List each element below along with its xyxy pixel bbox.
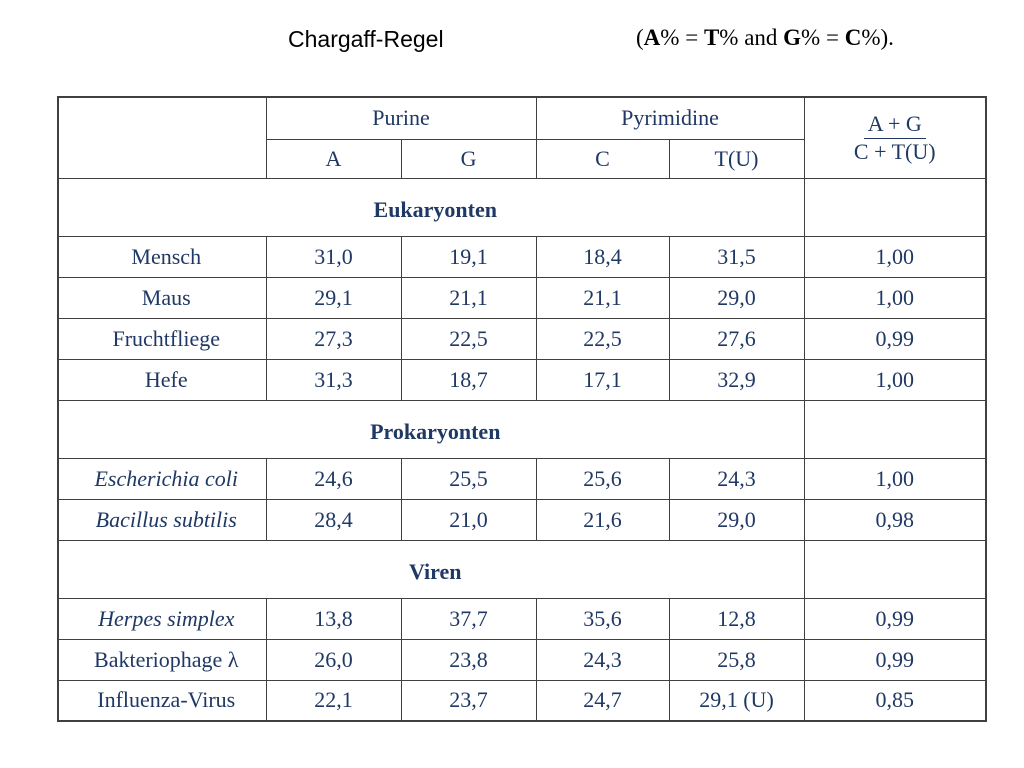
header-pyrimidine: Pyrimidine bbox=[535, 96, 805, 140]
formula-segment: % = bbox=[660, 25, 704, 50]
formula-base-letter: T bbox=[703, 25, 720, 50]
corner-cell bbox=[57, 96, 267, 179]
section-row: Viren bbox=[57, 539, 987, 599]
base-percent-value: 26,0 bbox=[265, 638, 402, 681]
base-percent-value: 29,1 bbox=[265, 276, 402, 319]
organism-name: Bakteriophage λ bbox=[57, 638, 267, 681]
organism-name: Hefe bbox=[57, 358, 267, 401]
base-percent-value: 19,1 bbox=[400, 235, 537, 278]
section-row: Prokaryonten bbox=[57, 399, 987, 459]
ratio-value: 0,99 bbox=[803, 638, 987, 681]
base-percent-value: 29,0 bbox=[668, 498, 805, 541]
section-ratio-empty-cell bbox=[803, 399, 987, 459]
base-percent-value: 22,1 bbox=[265, 679, 402, 722]
table-row: Hefe 31,3 18,7 17,1 32,9 1,00 bbox=[57, 358, 987, 401]
ratio-value: 1,00 bbox=[803, 358, 987, 401]
base-percent-value: 25,8 bbox=[668, 638, 805, 681]
section-label: Eukaryonten bbox=[57, 177, 805, 237]
formula-segment: % and bbox=[719, 25, 784, 50]
table-body: Eukaryonten Mensch 31,0 19,1 18,4 31,5 1,00 Mau… bbox=[57, 177, 987, 722]
organism-name: Mensch bbox=[57, 235, 267, 278]
organism-name: Maus bbox=[57, 276, 267, 319]
table-row: Bacillus subtilis 28,4 21,0 21,6 29,0 0,98 bbox=[57, 498, 987, 541]
header-purine: Purine bbox=[265, 96, 537, 140]
base-percent-value: 23,8 bbox=[400, 638, 537, 681]
base-percent-value: 24,3 bbox=[668, 457, 805, 500]
ratio-denominator: C + T(U) bbox=[853, 138, 936, 164]
ratio-value: 1,00 bbox=[803, 457, 987, 500]
chargaff-formula: (A% = T% and G% = C%). bbox=[636, 25, 894, 51]
base-percent-value: 31,5 bbox=[668, 235, 805, 278]
ratio-value: 0,99 bbox=[803, 597, 987, 640]
table-row: Bakteriophage λ 26,0 23,8 24,3 25,8 0,99 bbox=[57, 638, 987, 681]
organism-name: Fruchtfliege bbox=[57, 317, 267, 360]
table-row: Escherichia coli 24,6 25,5 25,6 24,3 1,00 bbox=[57, 457, 987, 500]
base-percent-value: 23,7 bbox=[400, 679, 537, 722]
base-percent-value: 13,8 bbox=[265, 597, 402, 640]
formula-base-letter: G bbox=[783, 25, 802, 50]
table-container: Purine Pyrimidine A + G C + T(U) A G C T… bbox=[57, 96, 988, 722]
base-percent-value: 21,0 bbox=[400, 498, 537, 541]
section-label: Viren bbox=[57, 539, 805, 599]
base-percent-value: 21,1 bbox=[535, 276, 670, 319]
header-col-a: A bbox=[265, 138, 402, 179]
formula-segment: % = bbox=[801, 25, 845, 50]
base-percent-value: 24,7 bbox=[535, 679, 670, 722]
ratio-value: 1,00 bbox=[803, 276, 987, 319]
chargaff-table: Purine Pyrimidine A + G C + T(U) A G C T… bbox=[57, 96, 988, 722]
base-percent-value: 29,0 bbox=[668, 276, 805, 319]
header-col-t: T(U) bbox=[668, 138, 805, 179]
header-group-row: Purine Pyrimidine A + G C + T(U) bbox=[57, 96, 987, 179]
header-ratio: A + G C + T(U) bbox=[803, 96, 987, 179]
organism-name: Bacillus subtilis bbox=[57, 498, 267, 541]
base-percent-value: 24,6 bbox=[265, 457, 402, 500]
base-percent-value: 17,1 bbox=[535, 358, 670, 401]
base-percent-value: 29,1 (U) bbox=[668, 679, 805, 722]
organism-name: Influenza-Virus bbox=[57, 679, 267, 722]
base-percent-value: 32,9 bbox=[668, 358, 805, 401]
ratio-value: 1,00 bbox=[803, 235, 987, 278]
ratio-numerator: A + G bbox=[863, 111, 926, 139]
base-percent-value: 25,6 bbox=[535, 457, 670, 500]
base-percent-value: 25,5 bbox=[400, 457, 537, 500]
ratio-value: 0,85 bbox=[803, 679, 987, 722]
formula-base-letter: C bbox=[844, 25, 862, 50]
section-ratio-empty-cell bbox=[803, 539, 987, 599]
table-row: Fruchtfliege 27,3 22,5 22,5 27,6 0,99 bbox=[57, 317, 987, 360]
table-row: Influenza-Virus 22,1 23,7 24,7 29,1 (U) 0,85 bbox=[57, 679, 987, 722]
section-ratio-empty-cell bbox=[803, 177, 987, 237]
header-col-g: G bbox=[400, 138, 537, 179]
base-percent-value: 22,5 bbox=[535, 317, 670, 360]
base-percent-value: 35,6 bbox=[535, 597, 670, 640]
base-percent-value: 27,3 bbox=[265, 317, 402, 360]
ratio-value: 0,98 bbox=[803, 498, 987, 541]
base-percent-value: 22,5 bbox=[400, 317, 537, 360]
base-percent-value: 18,4 bbox=[535, 235, 670, 278]
base-percent-value: 31,3 bbox=[265, 358, 402, 401]
section-label: Prokaryonten bbox=[57, 399, 805, 459]
base-percent-value: 27,6 bbox=[668, 317, 805, 360]
base-percent-value: 21,6 bbox=[535, 498, 670, 541]
base-percent-value: 12,8 bbox=[668, 597, 805, 640]
organism-name: Herpes simplex bbox=[57, 597, 267, 640]
ratio-value: 0,99 bbox=[803, 317, 987, 360]
formula-base-letter: A bbox=[643, 25, 661, 50]
page-title: Chargaff-Regel bbox=[288, 26, 444, 52]
base-percent-value: 37,7 bbox=[400, 597, 537, 640]
base-percent-value: 21,1 bbox=[400, 276, 537, 319]
table-row: Maus 29,1 21,1 21,1 29,0 1,00 bbox=[57, 276, 987, 319]
base-percent-value: 18,7 bbox=[400, 358, 537, 401]
organism-name: Escherichia coli bbox=[57, 457, 267, 500]
table-row: Mensch 31,0 19,1 18,4 31,5 1,00 bbox=[57, 235, 987, 278]
base-percent-value: 24,3 bbox=[535, 638, 670, 681]
formula-segment: ( bbox=[636, 25, 644, 50]
section-row: Eukaryonten bbox=[57, 177, 987, 237]
formula-segment: %). bbox=[861, 25, 894, 50]
header-col-c: C bbox=[535, 138, 670, 179]
header-sub-row: A G C T(U) bbox=[58, 138, 986, 179]
table-row: Herpes simplex 13,8 37,7 35,6 12,8 0,99 bbox=[57, 597, 987, 640]
base-percent-value: 28,4 bbox=[265, 498, 402, 541]
base-percent-value: 31,0 bbox=[265, 235, 402, 278]
